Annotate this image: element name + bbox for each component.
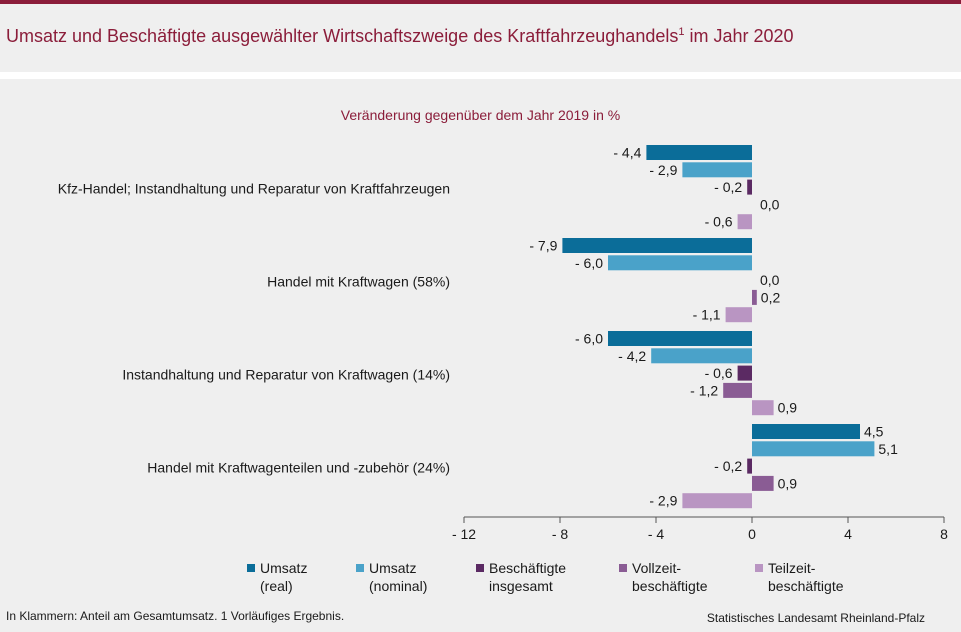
data-label: - 4,4 [613, 145, 641, 161]
source-note: Statistisches Landesamt Rheinland-Pfalz [706, 611, 925, 625]
data-label: - 2,9 [649, 162, 677, 178]
data-label: - 0,2 [714, 458, 742, 474]
data-label: - 0,6 [705, 365, 733, 381]
bar [752, 441, 875, 457]
data-label: 4,5 [864, 424, 884, 440]
x-tick-label: 0 [748, 526, 756, 542]
title-main: Umsatz und Beschäftigte ausgewählter Wir… [6, 26, 679, 46]
data-label: 0,0 [760, 196, 780, 212]
bar [752, 475, 774, 491]
data-label: 0,9 [778, 400, 798, 416]
x-tick-label: - 12 [452, 526, 476, 542]
chart-title: Umsatz und Beschäftigte ausgewählter Wir… [6, 26, 794, 47]
category-label: Instandhaltung und Reparatur von Kraftwa… [122, 366, 450, 382]
bar [747, 179, 752, 195]
data-label: 0,0 [760, 272, 780, 288]
data-label: 0,9 [778, 475, 798, 491]
bar [725, 307, 752, 323]
x-tick-label: 4 [844, 526, 852, 542]
category-label: Handel mit Kraftwagenteilen und -zubehör… [147, 459, 450, 475]
bar [737, 365, 752, 381]
title-footnote-mark: 1 [678, 26, 685, 38]
data-label: - 6,0 [575, 331, 603, 347]
data-label: - 6,0 [575, 255, 603, 271]
bar [723, 382, 752, 398]
footnote: In Klammern: Anteil am Gesamtumsatz. 1 V… [6, 609, 345, 623]
data-label: - 2,9 [649, 493, 677, 509]
bar [562, 238, 752, 253]
chart-subtitle: Veränderung gegenüber dem Jahr 2019 in % [340, 107, 621, 123]
bar [752, 424, 860, 439]
x-tick-label: - 4 [648, 526, 665, 542]
title-separator [0, 72, 961, 79]
bar [608, 255, 752, 271]
bar [752, 289, 757, 305]
data-label: - 1,1 [693, 307, 721, 323]
data-label: 5,1 [878, 441, 898, 457]
x-tick-label: 8 [940, 526, 948, 542]
bar [608, 331, 752, 346]
category-label: Kfz-Handel; Instandhaltung und Reparatur… [58, 180, 450, 196]
category-label: Handel mit Kraftwagen (58%) [267, 273, 450, 289]
bar [737, 214, 752, 230]
data-label: - 7,9 [529, 238, 557, 254]
data-label: - 1,2 [690, 382, 718, 398]
bar [646, 145, 752, 160]
bar [747, 458, 752, 474]
title-rule [0, 0, 961, 4]
x-tick-label: - 8 [552, 526, 569, 542]
bar [752, 400, 774, 416]
data-label: - 0,6 [705, 214, 733, 230]
bar [682, 493, 752, 509]
data-label: - 0,2 [714, 179, 742, 195]
bar [651, 348, 752, 364]
title-suffix: im Jahr 2020 [684, 26, 794, 46]
data-label: 0,2 [761, 289, 781, 305]
bar-chart: Kfz-Handel; Instandhaltung und Reparatur… [58, 145, 948, 543]
bar [682, 162, 752, 178]
data-label: - 4,2 [618, 348, 646, 364]
